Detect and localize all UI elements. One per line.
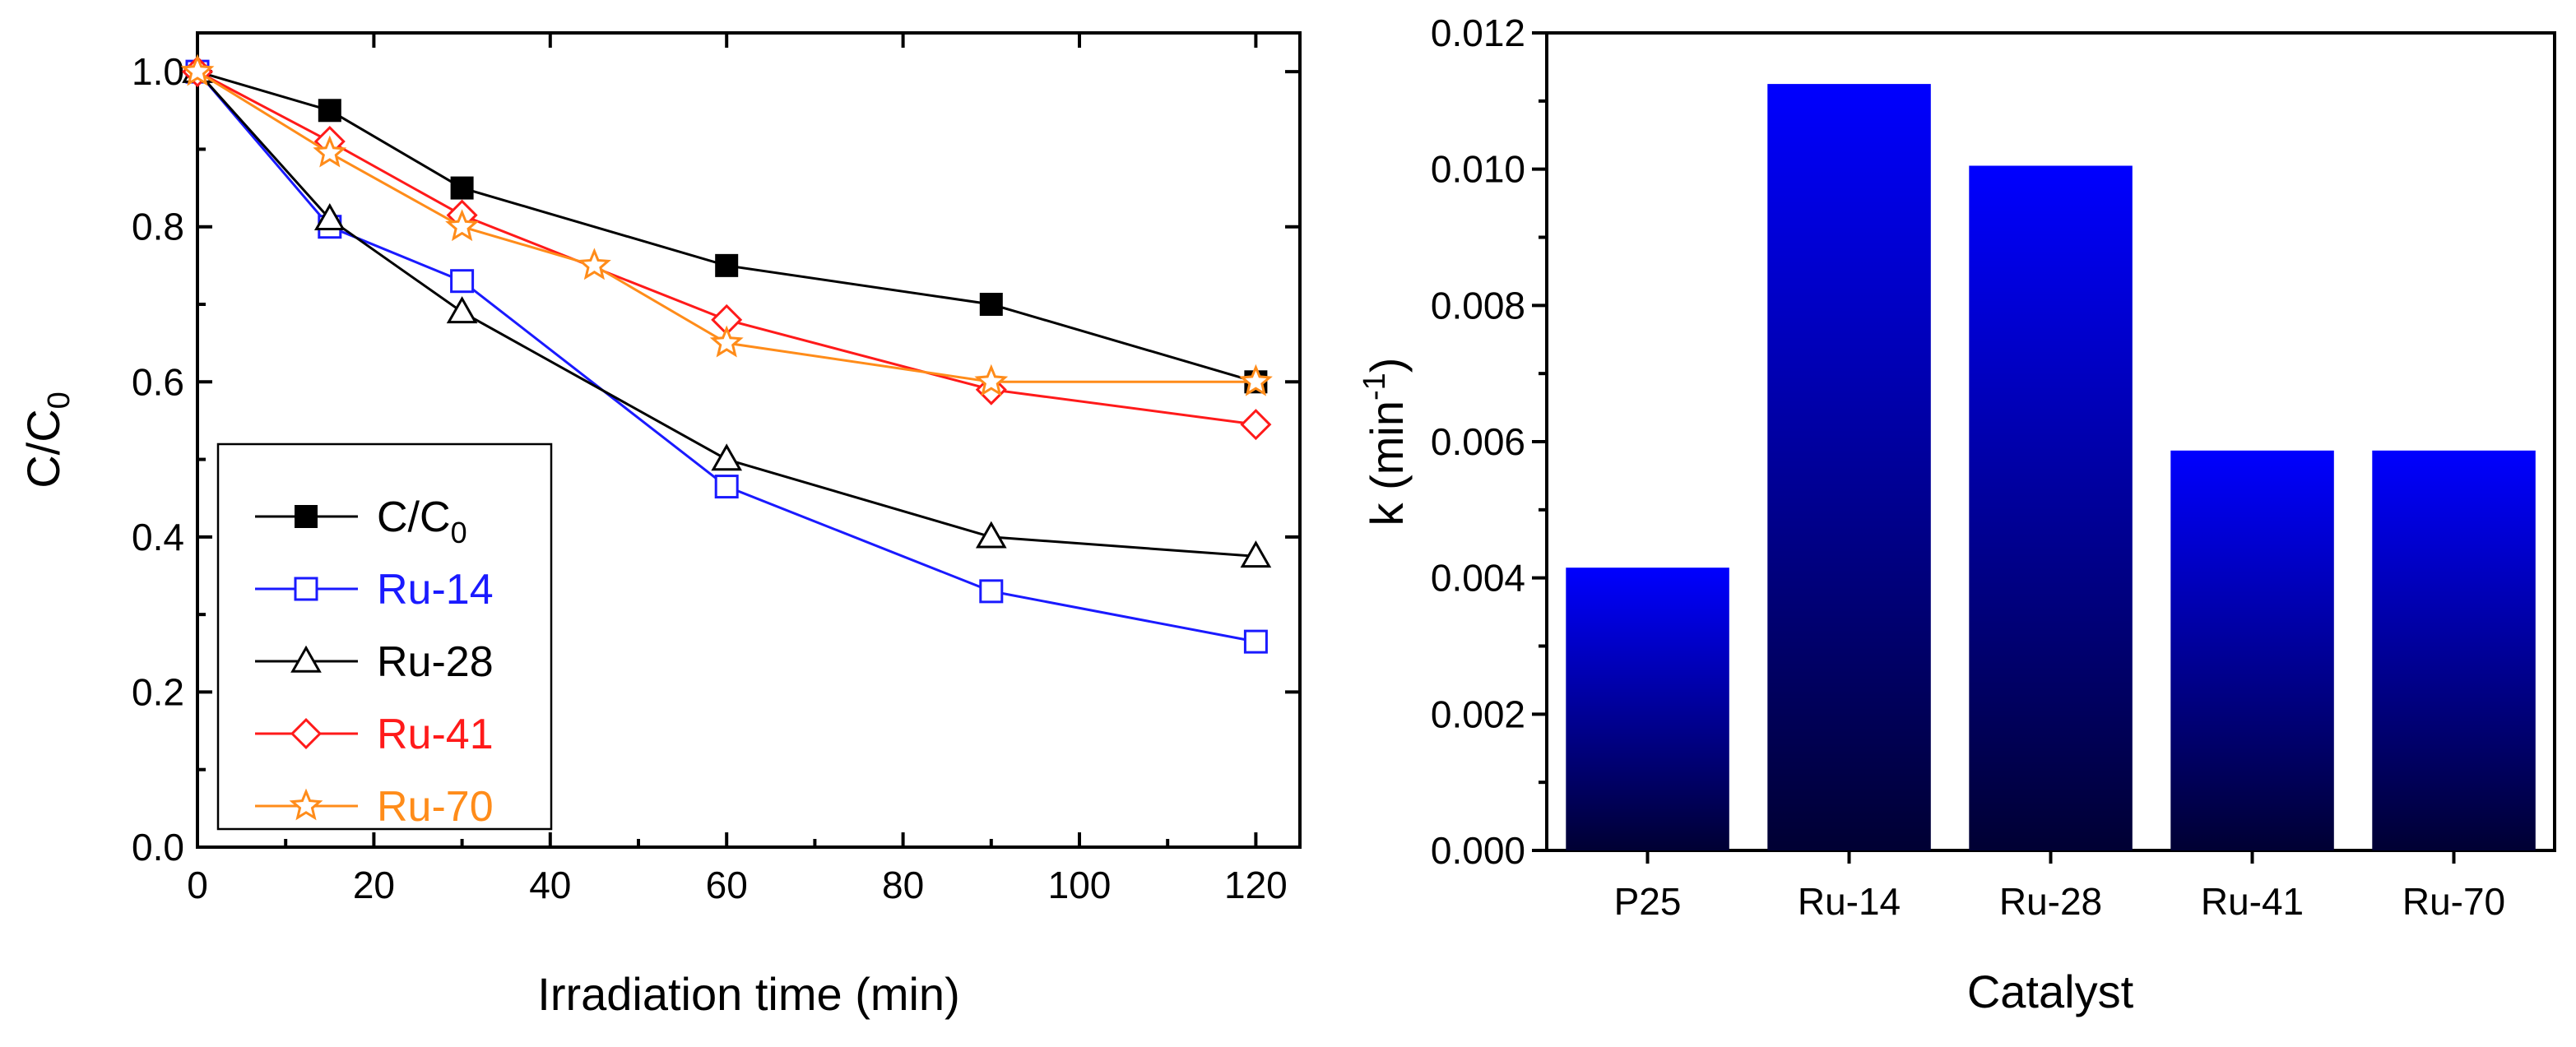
data-point	[318, 99, 341, 123]
legend-label-main: Ru-70	[377, 783, 494, 831]
data-point	[1240, 409, 1272, 441]
y-tick-label: 0.2	[132, 670, 184, 713]
x-tick-label: P25	[1614, 880, 1682, 923]
series-ru-70	[180, 53, 1273, 396]
y-tick-label: 1.0	[132, 50, 184, 93]
bar-chart-bars	[1566, 84, 2536, 851]
legend-marker	[295, 505, 318, 528]
x-tick-label: 80	[882, 864, 924, 906]
bar-chart-y-ticks: 0.000 0.002 0.004 0.006 0.008 0.010 0.012	[1431, 12, 1547, 872]
legend-box	[216, 442, 553, 831]
bar-p25	[1566, 568, 1729, 850]
data-point	[1243, 629, 1268, 654]
bar-chart-y-axis-label-sup: -1	[1358, 373, 1392, 401]
y-tick-label: 0.4	[132, 516, 184, 558]
y-tick-label: 0.008	[1431, 284, 1525, 327]
line-chart: 0 20 40 60 80 100 120 0.0 0.2 0.4 0.6 0.8 1.0 Irrad…	[17, 31, 1302, 1020]
data-point	[450, 176, 474, 200]
legend-marker	[290, 717, 323, 750]
data-point	[445, 209, 479, 242]
line-chart-frame	[196, 31, 1302, 849]
data-point	[313, 203, 346, 230]
legend-entry-ru-28: Ru-28	[255, 638, 494, 686]
x-tick-label: Ru-70	[2402, 880, 2505, 923]
legend-label: Ru-70	[377, 783, 494, 831]
data-point	[1240, 540, 1272, 568]
bar-ru-70	[2372, 450, 2536, 850]
y-tick-label: 0.8	[132, 206, 184, 248]
series-line	[197, 70, 1256, 383]
x-tick-label: 0	[187, 864, 208, 906]
bar-chart-y-axis-label-main: k (min	[1361, 401, 1413, 526]
bar-ru-41	[2170, 450, 2334, 850]
line-chart-series	[180, 53, 1273, 654]
bar-chart-x-ticks: P25 Ru-14 Ru-28 Ru-41 Ru-70	[1614, 850, 2505, 923]
legend-marker	[289, 788, 323, 821]
legend-entry-c-c0: C/C0	[255, 493, 467, 549]
legend-marker	[290, 645, 322, 673]
legend-label-main: Ru-41	[377, 711, 494, 758]
x-tick-label: 20	[353, 864, 395, 906]
y-tick-label: 0.004	[1431, 557, 1525, 600]
line-chart-y-axis-label-main: C/C	[17, 409, 69, 488]
bar-chart: P25 Ru-14 Ru-28 Ru-41 Ru-70 0.0000.0020.0040…	[1358, 12, 2556, 1017]
data-point	[180, 53, 215, 86]
series-line	[196, 71, 1256, 643]
line-chart-y-ticks: 0.0 0.2 0.4 0.6 0.8 1.0	[132, 50, 1300, 869]
line-chart-x-ticks: 0 20 40 60 80 100 120	[187, 33, 1288, 906]
bar-chart-y-axis-label: k (min-1)	[1358, 358, 1413, 526]
legend-entries: C/C0 Ru-14 Ru-28 Ru-41 Ru-70	[255, 493, 494, 831]
y-tick-label: 0.0	[132, 826, 184, 869]
y-tick-label: 0.002	[1431, 693, 1525, 735]
y-tick-label: 0.006	[1431, 420, 1525, 463]
data-point	[974, 364, 1009, 396]
bar-chart-x-axis-label: Catalyst	[1967, 966, 2134, 1017]
data-point	[715, 253, 739, 277]
bar-chart-y-axis-label-tail: )	[1361, 358, 1413, 373]
legend-label: C/C0	[377, 493, 467, 549]
data-point	[975, 521, 1007, 549]
x-tick-label: 120	[1224, 864, 1288, 906]
line-chart-y-axis-label: C/C0	[17, 391, 77, 489]
legend-label-main: Ru-14	[377, 566, 494, 614]
legend-entry-ru-41: Ru-41	[255, 711, 494, 758]
data-point	[979, 579, 1004, 604]
legend-entry-ru-70: Ru-70	[255, 783, 494, 831]
data-point	[313, 135, 347, 168]
legend-entry-ru-14: Ru-14	[255, 566, 494, 614]
data-point	[450, 269, 475, 294]
x-tick-label: 60	[706, 864, 748, 906]
data-point	[714, 475, 739, 499]
y-tick-label: 0.000	[1431, 829, 1525, 872]
x-tick-label: Ru-28	[1999, 880, 2102, 923]
line-chart-legend: C/C0 Ru-14 Ru-28 Ru-41 Ru-70	[216, 442, 553, 831]
line-chart-x-axis-label: Irradiation time (min)	[537, 968, 959, 1020]
data-point	[1238, 364, 1273, 396]
legend-label: Ru-14	[377, 566, 494, 614]
data-point	[709, 325, 744, 358]
bar-ru-14	[1767, 84, 1931, 851]
y-tick-label: 0.6	[132, 360, 184, 403]
legend-label-main: C/C	[377, 493, 451, 541]
line-chart-y-axis-label-sub: 0	[42, 391, 77, 409]
legend-label-main: Ru-28	[377, 638, 494, 686]
data-point	[446, 296, 478, 324]
y-tick-label: 0.012	[1431, 12, 1525, 54]
data-point	[711, 443, 743, 471]
y-tick-label: 0.010	[1431, 148, 1525, 191]
legend-label: Ru-28	[377, 638, 494, 686]
legend-marker	[294, 577, 318, 601]
data-point	[979, 293, 1003, 316]
x-tick-label: Ru-14	[1798, 880, 1901, 923]
x-tick-label: 100	[1048, 864, 1112, 906]
legend-label-sub: 0	[451, 516, 467, 549]
bar-ru-28	[1969, 165, 2133, 850]
series-line	[196, 71, 1256, 558]
legend-label: Ru-41	[377, 711, 494, 758]
x-tick-label: 40	[529, 864, 571, 906]
x-tick-label: Ru-41	[2201, 880, 2304, 923]
data-point	[577, 248, 611, 280]
